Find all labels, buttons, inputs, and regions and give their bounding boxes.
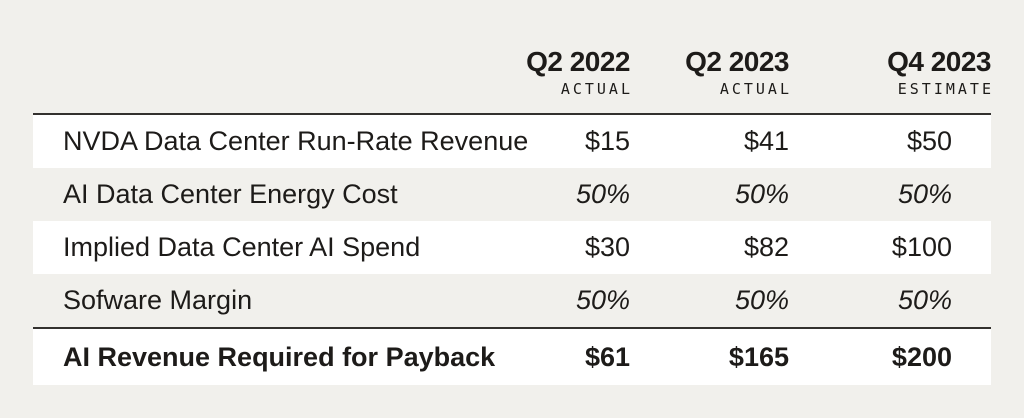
row-label: Implied Data Center AI Spend <box>63 232 421 262</box>
value-cell: 50% <box>897 285 952 315</box>
row-label: NVDA Data Center Run-Rate Revenue <box>63 126 529 156</box>
value-cell: $61 <box>584 341 630 372</box>
table-row-implied-spend: Implied Data Center AI Spend $30 $82 $10… <box>33 221 991 274</box>
value-cell: 50% <box>575 285 630 315</box>
value-cell: $100 <box>891 232 952 262</box>
period-label: Q4 2023 <box>887 46 991 77</box>
table-row-software-margin: Sofware Margin 50% 50% 50% <box>33 274 991 327</box>
payback-table: Q2 2022 ACTUAL Q2 2023 ACTUAL Q4 2023 ES… <box>33 0 991 385</box>
value-cell: $82 <box>743 232 789 262</box>
row-label: AI Revenue Required for Payback <box>63 341 496 372</box>
value-cell: $41 <box>743 126 789 156</box>
table-row-payback-total: AI Revenue Required for Payback $61 $165… <box>33 327 991 385</box>
column-header-q2-2023: Q2 2023 ACTUAL <box>630 0 789 113</box>
value-cell: 50% <box>734 285 789 315</box>
row-label: Sofware Margin <box>63 285 253 315</box>
value-cell: $50 <box>906 126 952 156</box>
value-cell: $30 <box>584 232 630 262</box>
qualifier-label: ACTUAL <box>719 80 792 98</box>
value-cell: $165 <box>728 341 789 372</box>
table-header: Q2 2022 ACTUAL Q2 2023 ACTUAL Q4 2023 ES… <box>33 0 991 113</box>
qualifier-label: ACTUAL <box>560 80 633 98</box>
period-label: Q2 2023 <box>685 46 789 77</box>
header-spacer <box>33 0 533 113</box>
period-label: Q2 2022 <box>526 46 630 77</box>
column-header-q4-2023: Q4 2023 ESTIMATE <box>789 0 991 113</box>
value-cell: 50% <box>897 179 952 209</box>
row-label: AI Data Center Energy Cost <box>63 179 398 209</box>
value-cell: $200 <box>891 341 952 372</box>
table-row-energy-cost: AI Data Center Energy Cost 50% 50% 50% <box>33 168 991 221</box>
value-cell: 50% <box>734 179 789 209</box>
table-row-nvda-revenue: NVDA Data Center Run-Rate Revenue $15 $4… <box>33 113 991 168</box>
value-cell: $15 <box>584 126 630 156</box>
column-header-q2-2022: Q2 2022 ACTUAL <box>526 0 633 113</box>
qualifier-label: ESTIMATE <box>897 80 994 98</box>
value-cell: 50% <box>575 179 630 209</box>
